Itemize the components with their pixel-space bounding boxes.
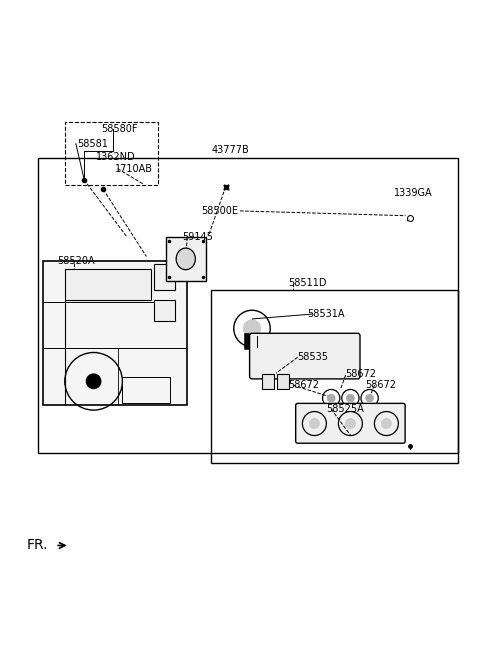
Bar	[122, 376, 170, 403]
Text: 59145: 59145	[182, 233, 213, 242]
Bar	[277, 374, 289, 388]
Text: 58672: 58672	[365, 380, 396, 390]
Ellipse shape	[176, 248, 195, 270]
Bar	[65, 122, 158, 185]
Text: 58531A: 58531A	[307, 309, 345, 319]
Circle shape	[382, 419, 391, 428]
Bar	[38, 158, 458, 453]
Bar	[211, 290, 458, 463]
Text: 58580F: 58580F	[101, 124, 137, 134]
Text: 58672: 58672	[288, 380, 319, 390]
Bar	[262, 374, 274, 388]
Circle shape	[243, 320, 261, 337]
Text: 58581: 58581	[77, 139, 108, 148]
Circle shape	[327, 394, 335, 402]
Text: 1362ND: 1362ND	[96, 152, 136, 162]
Text: 1339GA: 1339GA	[394, 188, 432, 198]
Bar	[65, 269, 151, 300]
Text: 1710AB: 1710AB	[115, 164, 153, 173]
Circle shape	[346, 419, 355, 428]
Bar	[154, 263, 175, 290]
FancyBboxPatch shape	[296, 403, 405, 443]
Circle shape	[366, 394, 373, 402]
Text: 58511D: 58511D	[288, 278, 326, 288]
Text: 58525A: 58525A	[326, 404, 364, 414]
Bar	[43, 261, 187, 405]
Text: 58672: 58672	[346, 369, 377, 379]
Text: 58520A: 58520A	[58, 256, 95, 266]
Text: 43777B: 43777B	[211, 145, 249, 155]
Text: 58535: 58535	[298, 352, 329, 362]
Text: FR.: FR.	[26, 539, 48, 553]
Circle shape	[347, 394, 354, 402]
Bar	[166, 237, 206, 281]
Text: 58500E: 58500E	[202, 206, 239, 216]
FancyBboxPatch shape	[250, 333, 360, 379]
Circle shape	[310, 419, 319, 428]
Bar	[154, 300, 175, 321]
Circle shape	[86, 374, 101, 388]
